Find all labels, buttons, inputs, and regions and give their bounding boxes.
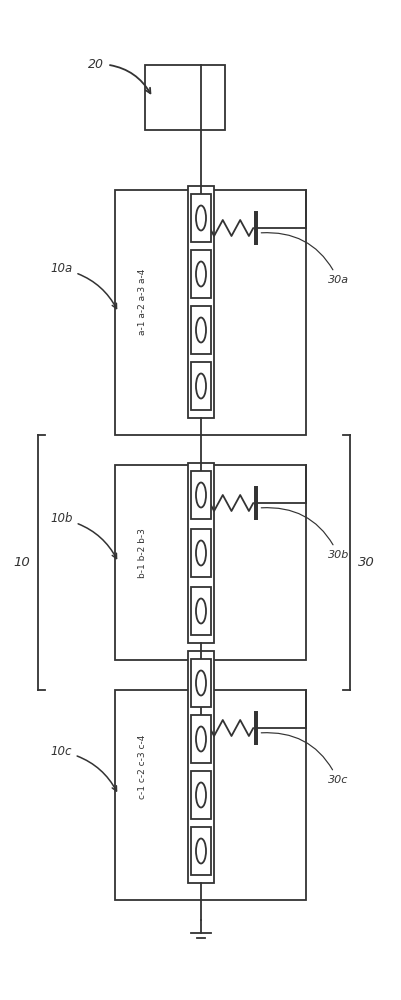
Bar — [191, 827, 210, 875]
Bar — [191, 471, 210, 519]
Bar — [114, 465, 305, 660]
Text: 10a: 10a — [50, 262, 116, 309]
Bar — [191, 659, 210, 707]
Text: 10b: 10b — [50, 512, 116, 559]
Bar — [144, 65, 225, 130]
Bar — [191, 529, 210, 577]
Bar — [191, 306, 210, 354]
Text: 20: 20 — [88, 57, 150, 93]
Bar — [191, 250, 210, 298]
Text: 30a: 30a — [261, 233, 348, 285]
Bar — [191, 194, 210, 242]
Bar — [188, 651, 213, 883]
Bar — [191, 771, 210, 819]
Text: b-1 b-2 b-3: b-1 b-2 b-3 — [138, 528, 147, 578]
Text: 10c: 10c — [50, 745, 116, 791]
Bar — [114, 690, 305, 900]
Bar — [191, 715, 210, 763]
Bar — [188, 186, 213, 418]
Text: 30: 30 — [357, 556, 374, 569]
Text: c-1 c-2 c-3 c-4: c-1 c-2 c-3 c-4 — [138, 735, 147, 799]
Bar — [114, 190, 305, 435]
Bar — [191, 362, 210, 410]
Text: a-1 a-2 a-3 a-4: a-1 a-2 a-3 a-4 — [138, 269, 147, 335]
Bar — [191, 587, 210, 635]
Text: 30b: 30b — [261, 508, 348, 560]
Text: 10: 10 — [13, 556, 30, 569]
Text: 30c: 30c — [261, 733, 347, 785]
Bar — [188, 463, 213, 643]
